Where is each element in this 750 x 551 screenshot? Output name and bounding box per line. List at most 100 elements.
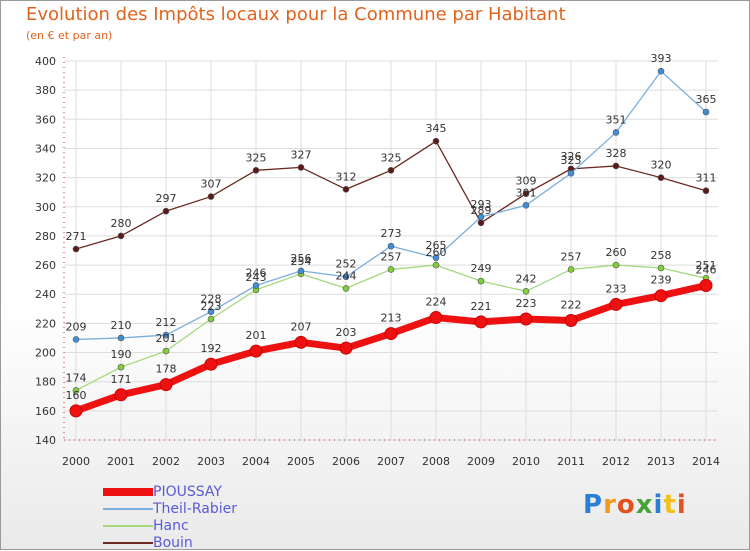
legend-swatch: [103, 525, 153, 527]
data-point: [522, 202, 530, 209]
data-label: 246: [696, 263, 717, 276]
data-point: [294, 335, 308, 349]
logo-letter: x: [635, 490, 654, 520]
data-label: 289: [471, 204, 492, 217]
x-tick-label: 2002: [152, 455, 180, 468]
y-tick-label: 260: [35, 259, 56, 272]
data-label: 222: [561, 298, 582, 311]
data-label: 323: [561, 154, 582, 167]
data-point: [609, 297, 623, 311]
data-point: [432, 254, 440, 262]
data-label: 207: [291, 320, 312, 333]
data-point: [162, 331, 170, 339]
data-point: [339, 341, 353, 355]
legend-item: Hanc: [103, 518, 189, 534]
data-point: [72, 387, 80, 394]
data-point: [612, 261, 620, 269]
data-label: 256: [291, 252, 312, 265]
data-label: 311: [696, 172, 717, 185]
data-point: [477, 277, 485, 285]
legend-swatch: [103, 542, 153, 544]
data-label: 309: [516, 175, 537, 188]
data-point: [72, 245, 80, 253]
data-label: 328: [606, 147, 627, 160]
y-tick-label: 160: [35, 405, 56, 418]
data-label: 249: [471, 262, 492, 275]
data-point: [702, 187, 710, 195]
data-label: 178: [156, 363, 177, 376]
data-point: [72, 336, 80, 343]
data-point: [387, 242, 395, 250]
data-label: 223: [201, 300, 222, 313]
legend-label: PIOUSSAY: [153, 484, 222, 500]
data-point: [519, 312, 533, 326]
data-point: [432, 261, 440, 269]
data-label: 307: [201, 178, 222, 191]
grid: [64, 60, 718, 441]
legend-item: Theil-Rabier: [103, 501, 237, 517]
data-point: [429, 311, 443, 325]
x-tick-label: 2012: [602, 455, 630, 468]
chart-subtitle: (en € et par an): [26, 29, 113, 42]
data-point: [249, 344, 263, 358]
data-label: 325: [381, 151, 402, 164]
data-label: 265: [426, 239, 447, 252]
x-tick-label: 2000: [62, 455, 90, 468]
logo-letter: o: [616, 490, 636, 520]
proxiti-logo: Proxiti: [583, 490, 687, 520]
data-label: 260: [426, 246, 447, 259]
data-point: [162, 347, 170, 355]
y-tick-label: 140: [35, 434, 56, 447]
data-label: 365: [696, 93, 717, 106]
data-label: 252: [336, 258, 357, 271]
x-tick-label: 2008: [422, 455, 450, 468]
data-label: 325: [246, 151, 267, 164]
data-label: 228: [201, 293, 222, 306]
x-tick-label: 2009: [467, 455, 495, 468]
data-label: 293: [471, 198, 492, 211]
data-label: 203: [336, 326, 357, 339]
data-point: [612, 129, 620, 136]
data-point: [564, 313, 578, 327]
data-point: [522, 288, 530, 295]
data-point: [657, 67, 665, 75]
y-tick-label: 240: [35, 288, 56, 301]
y-tick-label: 220: [35, 317, 56, 330]
data-labels: 271 280 297 307 325 327 312 325 345 289 309 326 328 3…: [66, 52, 717, 402]
data-label: 243: [246, 271, 267, 284]
data-point: [159, 378, 173, 392]
data-point: [699, 278, 713, 292]
data-point: [114, 388, 128, 402]
data-label: 212: [156, 316, 177, 329]
x-tick-label: 2007: [377, 455, 405, 468]
y-tick-label: 380: [35, 84, 56, 97]
data-label: 160: [66, 389, 87, 402]
logo-letter: i: [653, 490, 664, 520]
data-label: 301: [516, 186, 537, 199]
x-tick-label: 2006: [332, 455, 360, 468]
logo-letter: i: [676, 490, 687, 520]
data-label: 201: [246, 329, 267, 342]
y-tick-label: 280: [35, 230, 56, 243]
data-label: 327: [291, 148, 312, 161]
data-point: [477, 213, 485, 221]
data-point: [207, 193, 215, 200]
data-label: 345: [426, 122, 447, 135]
data-point: [117, 363, 125, 371]
y-tick-label: 200: [35, 347, 56, 360]
data-point: [162, 207, 170, 215]
series-group: [69, 67, 713, 418]
data-point: [612, 162, 620, 170]
x-tick-label: 2013: [647, 455, 675, 468]
x-tick-label: 2003: [197, 455, 225, 468]
legend-label: Theil-Rabier: [153, 501, 238, 517]
data-label: 239: [651, 274, 672, 287]
y-tick-label: 360: [35, 113, 56, 126]
x-tick-label: 2010: [512, 455, 540, 468]
chart-title: Evolution des Impôts locaux pour la Comm…: [26, 4, 566, 25]
data-label: 242: [516, 272, 537, 285]
data-label: 190: [111, 348, 132, 361]
data-point: [342, 273, 350, 281]
data-point: [657, 264, 665, 272]
data-point: [567, 266, 575, 273]
